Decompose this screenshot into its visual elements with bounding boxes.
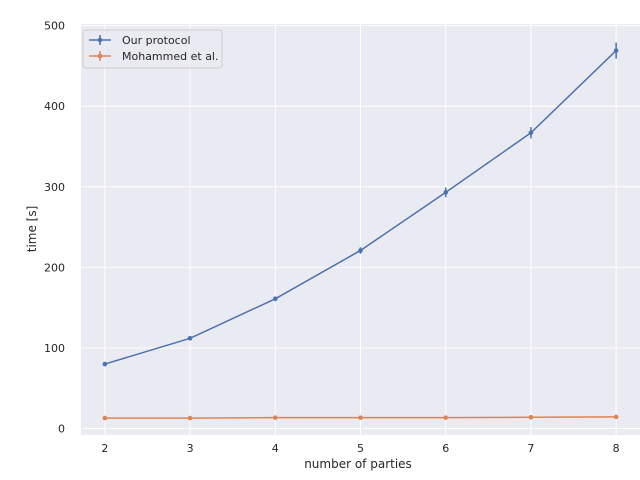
data-point bbox=[528, 130, 534, 136]
y-tick-label: 300 bbox=[44, 181, 65, 194]
data-point bbox=[613, 48, 619, 53]
y-tick-label: 400 bbox=[44, 100, 65, 113]
data-points bbox=[102, 48, 619, 421]
y-tick-label: 200 bbox=[44, 261, 65, 274]
data-point bbox=[187, 415, 193, 421]
data-point bbox=[528, 414, 534, 420]
x-tick-label: 3 bbox=[187, 442, 194, 455]
x-tick-labels: 2 3 4 5 6 7 8 bbox=[101, 442, 619, 455]
y-axis-label: time [s] bbox=[25, 206, 39, 253]
x-tick-label: 6 bbox=[442, 442, 449, 455]
data-point bbox=[613, 414, 619, 420]
data-point bbox=[102, 361, 108, 367]
legend-marker bbox=[97, 37, 103, 43]
data-point bbox=[102, 415, 108, 421]
data-point bbox=[272, 415, 278, 420]
x-tick-label: 4 bbox=[272, 442, 279, 455]
legend-label: Mohammed et al. bbox=[122, 50, 218, 63]
legend: Our protocol Mohammed et al. bbox=[82, 29, 223, 69]
data-point bbox=[187, 335, 193, 341]
x-tick-label: 2 bbox=[101, 442, 108, 455]
y-tick-label: 0 bbox=[58, 423, 65, 436]
grid bbox=[81, 24, 640, 435]
data-point bbox=[443, 190, 449, 195]
y-tick-label: 100 bbox=[44, 342, 65, 355]
y-tick-label: 500 bbox=[44, 20, 65, 33]
x-axis-label: number of parties bbox=[304, 457, 412, 471]
data-point bbox=[443, 415, 449, 420]
data-point bbox=[272, 296, 278, 302]
y-tick-labels: 0 100 200 300 400 500 bbox=[44, 20, 65, 436]
x-tick-label: 7 bbox=[527, 442, 534, 455]
data-point bbox=[358, 415, 363, 420]
legend-label: Our protocol bbox=[122, 34, 191, 47]
legend-marker bbox=[97, 53, 103, 59]
x-tick-label: 8 bbox=[613, 442, 620, 455]
legend-box bbox=[82, 29, 223, 69]
data-point bbox=[358, 248, 363, 253]
x-tick-label: 5 bbox=[357, 442, 364, 455]
